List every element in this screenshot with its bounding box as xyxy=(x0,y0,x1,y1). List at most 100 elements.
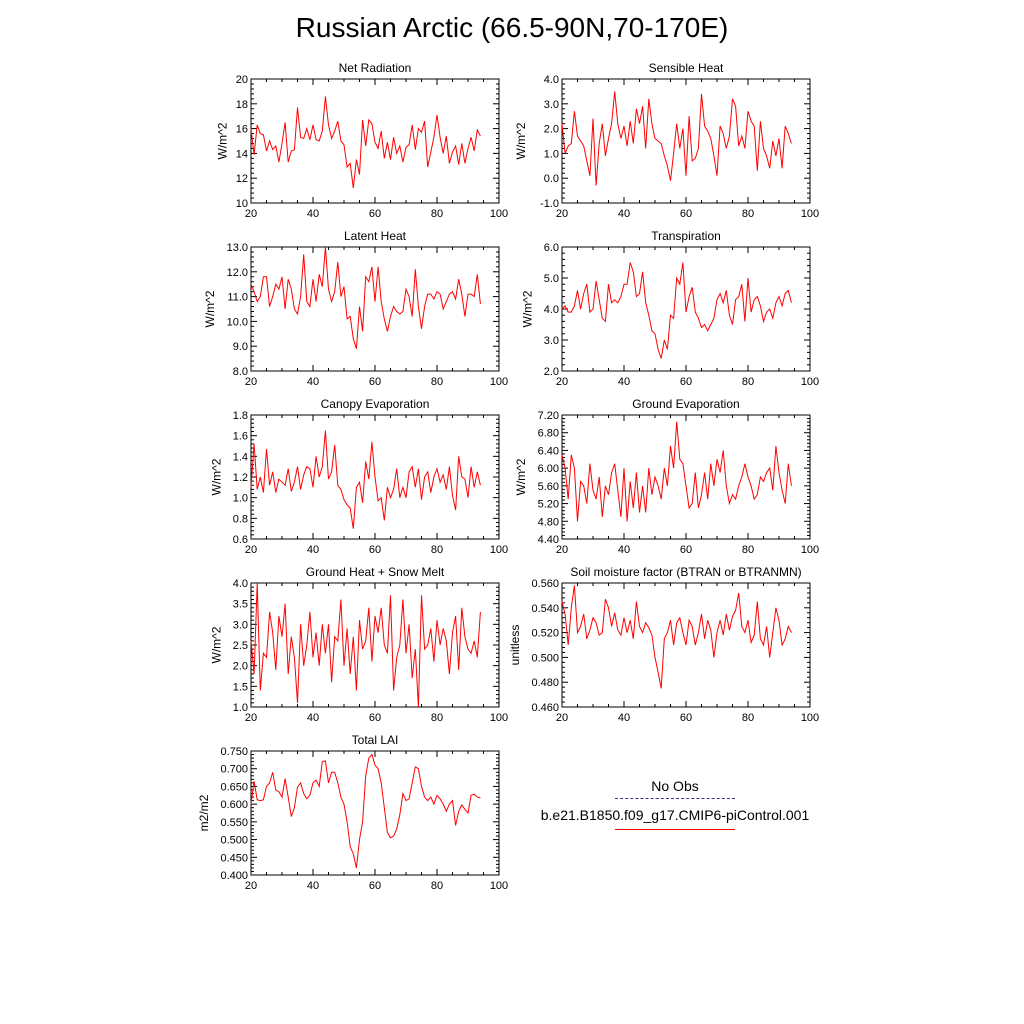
y-tick-label: 0.400 xyxy=(220,870,248,882)
x-tick-label: 60 xyxy=(369,880,381,892)
panel-title: Transpiration xyxy=(651,229,721,243)
plot-frame xyxy=(250,582,500,708)
x-tick-label: 20 xyxy=(556,376,568,388)
panel-title: Ground Evaporation xyxy=(632,397,739,411)
y-tick-label: 1.8 xyxy=(233,410,248,422)
series-line-canopy-evaporation xyxy=(250,430,481,529)
y-tick-label: 1.0 xyxy=(544,148,559,160)
plot-frame xyxy=(250,750,500,876)
y-axis-label: W/m^2 xyxy=(209,626,223,663)
y-tick-label: 0.750 xyxy=(220,746,248,758)
y-axis-label: W/m^2 xyxy=(216,122,230,159)
y-tick-label: 20 xyxy=(236,74,248,86)
x-tick-label: 20 xyxy=(245,544,257,556)
y-tick-label: 0.480 xyxy=(531,677,559,689)
y-tick-label: 12.0 xyxy=(227,267,248,279)
x-tick-label: 60 xyxy=(680,544,692,556)
x-tick-label: 80 xyxy=(742,376,754,388)
y-tick-label: 0.700 xyxy=(220,764,248,776)
series-line-soil-moisture-factor-btran-or-btranmn xyxy=(561,585,792,689)
y-axis-label: W/m^2 xyxy=(203,290,217,327)
panel-title: Sensible Heat xyxy=(649,61,724,75)
y-tick-label: 0.500 xyxy=(531,652,559,664)
panel-ground-evaporation: 20 40 60 80 100 4.40 4.80 5.20 5.60 6.00 6.40 6.80 7… xyxy=(514,397,819,556)
y-tick-label: 8.0 xyxy=(233,366,248,378)
legend-obs-line xyxy=(615,798,735,799)
y-tick-label: 10 xyxy=(236,198,248,210)
x-tick-label: 80 xyxy=(431,880,443,892)
y-tick-label: 1.0 xyxy=(233,493,248,505)
y-axis-label: W/m^2 xyxy=(520,290,534,327)
x-tick-label: 40 xyxy=(307,376,319,388)
x-tick-label: 100 xyxy=(801,712,819,724)
y-tick-label: 10.0 xyxy=(227,316,248,328)
x-tick-label: 60 xyxy=(680,208,692,220)
y-tick-label: 0.460 xyxy=(531,702,559,714)
x-tick-label: 20 xyxy=(245,376,257,388)
x-tick-label: 80 xyxy=(742,712,754,724)
x-tick-label: 80 xyxy=(431,712,443,724)
y-axis-label: unitless xyxy=(508,625,522,666)
x-tick-label: 60 xyxy=(680,376,692,388)
x-tick-label: 100 xyxy=(801,376,819,388)
x-tick-label: 100 xyxy=(490,712,508,724)
panel-title: Net Radiation xyxy=(339,61,412,75)
y-tick-label: 12 xyxy=(236,173,248,185)
panel-canopy-evaporation: 20 40 60 80 100 0.6 0.8 1.0 1.2 1.4 1.6 1.8 W/m^2 Can… xyxy=(209,397,508,556)
y-tick-label: 6.80 xyxy=(538,428,559,440)
y-tick-label: 3.0 xyxy=(233,619,248,631)
x-tick-label: 20 xyxy=(556,208,568,220)
x-tick-label: 100 xyxy=(490,376,508,388)
panel-title: Total LAI xyxy=(352,733,399,747)
x-tick-label: 60 xyxy=(369,208,381,220)
y-axis-label: W/m^2 xyxy=(514,122,528,159)
x-tick-label: 80 xyxy=(742,544,754,556)
y-tick-label: 5.0 xyxy=(544,273,559,285)
y-tick-label: 0.520 xyxy=(531,628,559,640)
y-tick-label: 13.0 xyxy=(227,242,248,254)
y-tick-label: 3.0 xyxy=(544,335,559,347)
panel-title: Ground Heat + Snow Melt xyxy=(306,565,445,579)
y-tick-label: 6.0 xyxy=(544,242,559,254)
x-tick-label: 20 xyxy=(556,544,568,556)
x-tick-label: 100 xyxy=(490,208,508,220)
x-tick-label: 40 xyxy=(618,376,630,388)
x-tick-label: 60 xyxy=(369,376,381,388)
panel-sensible-heat: 20 40 60 80 100 -1.0 0.0 1.0 2.0 3.0 4.0 W/m^2 Sensi… xyxy=(514,61,819,220)
panel-latent-heat: 20 40 60 80 100 8.0 9.0 10.0 11.0 12.0 13.0 W/m^2 La… xyxy=(203,229,508,388)
x-tick-label: 60 xyxy=(369,544,381,556)
y-axis-label: W/m^2 xyxy=(209,458,223,495)
x-tick-label: 20 xyxy=(245,880,257,892)
series-line-ground-heat-snow-melt xyxy=(250,582,481,708)
x-tick-label: 80 xyxy=(431,208,443,220)
legend-obs-label: No Obs xyxy=(651,778,699,794)
y-tick-label: 2.0 xyxy=(233,661,248,673)
series-line-transpiration xyxy=(561,262,792,359)
x-tick-label: 80 xyxy=(431,376,443,388)
x-tick-label: 40 xyxy=(618,208,630,220)
y-tick-label: 4.0 xyxy=(544,304,559,316)
x-tick-label: 100 xyxy=(490,880,508,892)
panel-net-radiation: 20 40 60 80 100 10 12 14 16 18 20 W/m^2 Net Radiatio… xyxy=(216,61,509,220)
x-tick-label: 80 xyxy=(431,544,443,556)
figure-title: Russian Arctic (66.5-90N,70-170E) xyxy=(295,12,729,43)
panel-transpiration: 20 40 60 80 100 2.0 3.0 4.0 5.0 6.0 W/m^2 Transpira… xyxy=(520,229,819,388)
y-tick-label: 1.5 xyxy=(233,681,248,693)
y-tick-label: 0.450 xyxy=(220,852,248,864)
series-line-ground-evaporation xyxy=(561,421,792,522)
y-tick-label: 0.650 xyxy=(220,781,248,793)
y-tick-label: 5.60 xyxy=(538,481,559,493)
y-tick-label: 9.0 xyxy=(233,341,248,353)
x-tick-label: 100 xyxy=(801,544,819,556)
y-tick-label: 4.0 xyxy=(544,74,559,86)
y-tick-label: 18 xyxy=(236,99,248,111)
x-tick-label: 20 xyxy=(245,712,257,724)
y-tick-label: 4.0 xyxy=(233,578,248,590)
y-axis-label: m2/m2 xyxy=(197,794,211,831)
y-tick-label: 0.8 xyxy=(233,513,248,525)
x-tick-label: 40 xyxy=(618,712,630,724)
panel-soil-moisture-factor-btran-or-btranmn: 20 40 60 80 100 0.460 0.480 0.500 0.520 0.540 0.56… xyxy=(508,565,819,724)
legend-model-label: b.e21.B1850.f09_g17.CMIP6-piControl.001 xyxy=(540,807,810,823)
y-tick-label: 6.00 xyxy=(538,463,559,475)
